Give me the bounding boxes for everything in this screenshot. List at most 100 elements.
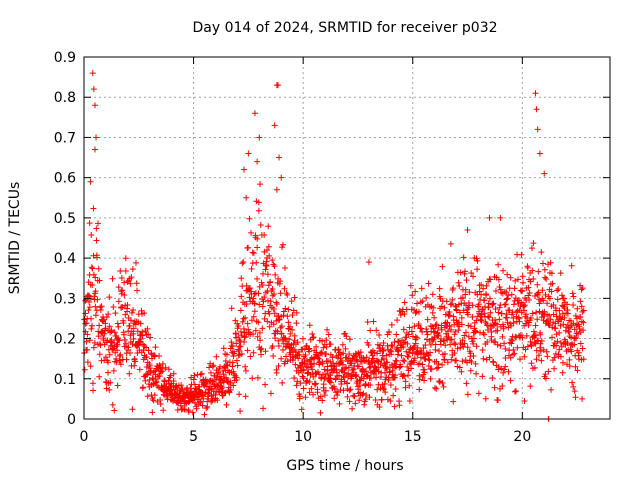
data-point bbox=[170, 377, 177, 384]
data-point bbox=[329, 354, 336, 361]
data-point bbox=[273, 186, 280, 193]
data-point bbox=[501, 366, 508, 373]
data-point bbox=[157, 400, 164, 407]
data-point bbox=[242, 393, 249, 400]
data-point bbox=[113, 343, 120, 350]
data-point bbox=[251, 290, 258, 297]
data-point bbox=[452, 328, 459, 335]
data-point bbox=[250, 349, 257, 356]
data-point bbox=[209, 378, 216, 385]
data-point bbox=[106, 351, 113, 358]
data-point bbox=[532, 322, 539, 329]
data-point bbox=[371, 371, 378, 378]
data-point bbox=[299, 335, 306, 342]
data-point bbox=[514, 276, 521, 283]
data-point bbox=[497, 342, 504, 349]
data-point bbox=[296, 351, 303, 358]
data-point bbox=[114, 347, 121, 354]
data-point bbox=[178, 382, 185, 389]
data-point bbox=[397, 363, 404, 370]
data-point bbox=[461, 268, 468, 275]
data-point bbox=[284, 291, 291, 298]
data-point bbox=[255, 319, 262, 326]
data-point bbox=[525, 292, 532, 299]
data-point bbox=[257, 337, 264, 344]
data-point bbox=[215, 369, 222, 376]
data-point bbox=[470, 335, 477, 342]
data-point bbox=[577, 340, 584, 347]
data-point bbox=[123, 356, 130, 363]
data-point bbox=[92, 312, 99, 319]
data-point bbox=[436, 379, 443, 386]
data-point bbox=[200, 381, 207, 388]
data-point bbox=[539, 260, 546, 267]
data-point bbox=[517, 356, 524, 363]
data-point bbox=[258, 345, 265, 352]
data-point bbox=[324, 367, 331, 374]
data-point bbox=[167, 372, 174, 379]
data-point bbox=[482, 395, 489, 402]
data-point bbox=[238, 351, 245, 358]
data-point bbox=[388, 321, 395, 328]
data-point bbox=[151, 392, 158, 399]
data-point bbox=[193, 405, 200, 412]
data-point bbox=[373, 327, 380, 334]
data-point bbox=[488, 329, 495, 335]
data-point bbox=[237, 408, 244, 415]
data-point bbox=[416, 376, 423, 383]
plot-frame bbox=[83, 56, 611, 420]
data-point bbox=[191, 399, 198, 406]
data-point bbox=[540, 297, 547, 304]
data-point bbox=[418, 325, 425, 332]
data-point bbox=[527, 278, 534, 285]
data-point bbox=[376, 403, 383, 410]
data-point bbox=[568, 262, 575, 269]
data-point bbox=[576, 323, 583, 330]
data-point bbox=[494, 327, 501, 334]
data-point bbox=[105, 311, 112, 318]
data-point bbox=[546, 295, 553, 302]
data-point bbox=[499, 383, 506, 390]
data-point bbox=[126, 370, 133, 377]
data-point bbox=[291, 374, 298, 381]
data-point bbox=[456, 364, 463, 371]
data-point bbox=[427, 375, 434, 382]
data-point bbox=[459, 337, 466, 344]
data-point bbox=[370, 355, 377, 362]
data-point bbox=[276, 280, 283, 287]
data-point bbox=[573, 315, 580, 322]
data-point bbox=[572, 363, 579, 370]
data-point bbox=[95, 265, 102, 272]
data-point bbox=[507, 274, 514, 281]
data-point bbox=[254, 275, 261, 282]
data-point bbox=[168, 391, 175, 398]
data-point bbox=[102, 354, 109, 361]
data-point bbox=[260, 405, 267, 412]
data-point bbox=[233, 377, 240, 384]
data-point bbox=[525, 284, 532, 291]
data-point bbox=[314, 389, 321, 396]
data-point bbox=[214, 397, 221, 404]
data-point bbox=[570, 301, 577, 308]
data-point bbox=[456, 282, 463, 289]
data-point bbox=[502, 354, 509, 361]
data-point bbox=[143, 363, 150, 370]
data-point bbox=[549, 280, 556, 287]
data-point bbox=[242, 314, 249, 321]
data-point bbox=[433, 365, 440, 372]
data-point bbox=[275, 337, 282, 344]
data-point bbox=[412, 333, 419, 340]
data-point bbox=[401, 299, 408, 306]
data-point bbox=[114, 341, 121, 348]
data-point bbox=[383, 365, 390, 372]
data-point bbox=[174, 399, 181, 406]
data-point bbox=[213, 353, 220, 360]
data-point bbox=[310, 391, 317, 398]
data-point bbox=[327, 358, 334, 365]
data-point bbox=[87, 363, 94, 370]
data-point bbox=[521, 307, 528, 314]
data-point bbox=[352, 400, 359, 407]
data-point bbox=[557, 270, 564, 277]
data-point bbox=[434, 329, 441, 336]
data-point bbox=[86, 220, 93, 227]
